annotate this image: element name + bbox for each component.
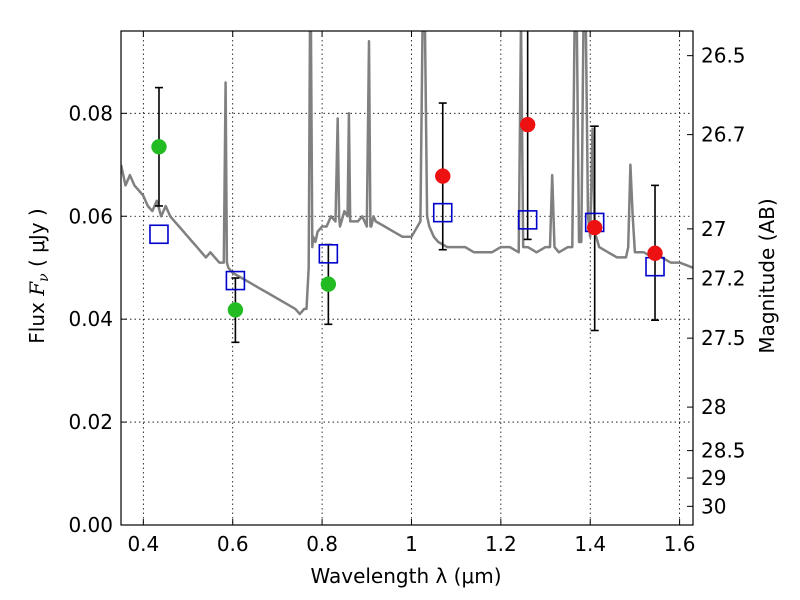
y-tick-label: 0.06 [68,204,113,228]
x-tick-label: 1.4 [574,532,606,556]
model-spectrum-line [121,31,693,316]
observed-green-point [227,302,244,318]
y-tick-label: 0.08 [68,101,113,125]
y-tick-label: 0.00 [68,513,113,537]
x-tick-label: 0.4 [127,532,159,556]
x-tick-label: 1.2 [485,532,517,556]
x-tick-label: 0.6 [217,532,249,556]
x-axis: 0.4 0.6 0.8 1 1.2 1.4 1.6 [127,31,696,556]
x-tick-label: 0.8 [306,532,338,556]
y2-tick-label: 28 [701,395,726,419]
x-tick-label: 1 [405,532,418,556]
y2-tick-label: 26.5 [701,44,746,68]
observed-red-point [519,116,536,133]
model-square-point [225,270,246,291]
y2-tick-label: 27.2 [701,267,746,291]
y2-tick-label: 28.5 [701,439,746,463]
y-tick-label: 0.02 [68,410,113,434]
observed-red-point [435,168,451,184]
x-axis-title: Wavelength λ (μm) [310,564,501,588]
points-layer [149,116,665,318]
model-square-point [432,202,453,223]
y2-tick-label: 30 [701,494,726,518]
y2-tick-label: 29 [701,466,726,490]
model-square-point [318,244,339,264]
spectrum-layer [121,31,693,316]
y2-tick-label: 26.7 [701,123,746,147]
y-axis-title: Flux Fν ( μJy ) [25,208,52,343]
model-square-point [149,224,169,245]
x-tick-label: 1.6 [664,532,696,556]
model-square-point [517,210,538,230]
grid-lines [121,31,693,525]
y-axis-left: 0.00 0.02 0.04 0.06 0.08 [68,101,127,537]
y2-axis-title: Magnitude (AB) [755,198,779,353]
observed-red-point [647,245,663,262]
y2-tick-label: 27.5 [701,326,746,350]
observed-green-point [320,276,337,292]
y2-tick-label: 27 [701,217,726,241]
y-axis-right: 26.5 26.7 27 27.2 27.5 28 28.5 29 30 [687,44,746,518]
plot-frame [120,30,694,526]
y-tick-label: 0.04 [68,307,113,331]
observed-green-point [151,139,167,155]
observed-red-point [586,219,603,236]
